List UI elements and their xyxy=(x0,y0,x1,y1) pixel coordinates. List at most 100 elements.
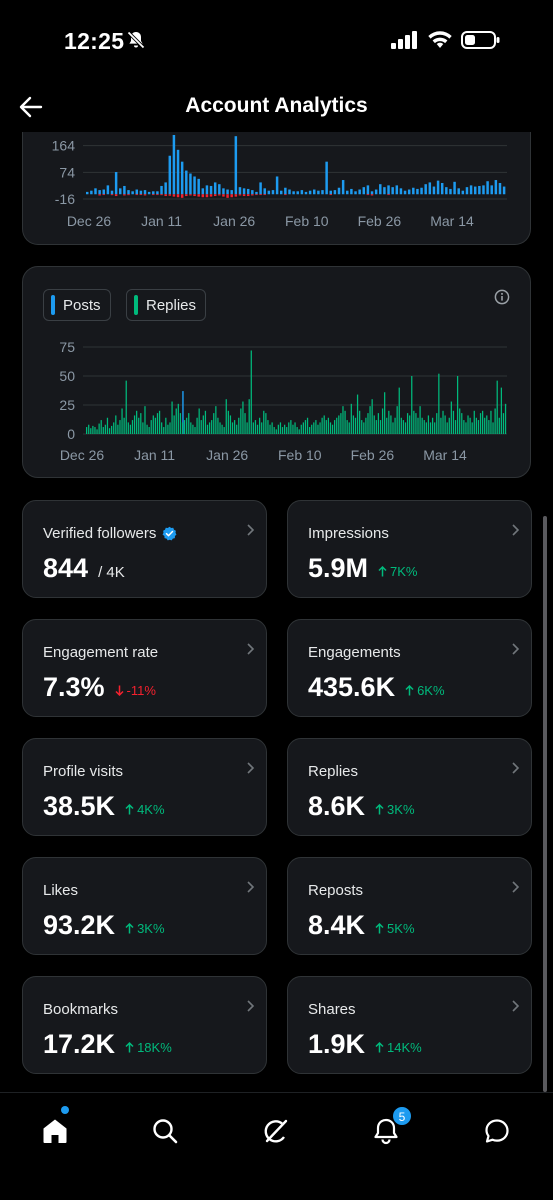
bar xyxy=(315,420,317,434)
bar xyxy=(456,376,459,434)
bar xyxy=(136,410,138,434)
bar xyxy=(215,406,217,434)
legend-posts[interactable]: Posts xyxy=(43,289,111,321)
bar xyxy=(169,422,171,434)
bar xyxy=(123,185,126,195)
tab-notifications[interactable] xyxy=(366,1111,406,1151)
bar xyxy=(238,417,240,434)
bar xyxy=(242,194,246,197)
bar xyxy=(292,424,294,434)
bar xyxy=(172,135,176,195)
bar xyxy=(258,417,261,434)
bar xyxy=(284,194,287,196)
stat-card-engagements[interactable]: Engagements 435.6K 6K% xyxy=(287,619,532,717)
bar xyxy=(213,194,217,197)
bar xyxy=(453,181,456,195)
status-time: 12:25 xyxy=(64,28,125,54)
stat-card-impressions[interactable]: Impressions 5.9M 7K% xyxy=(287,500,532,598)
bar xyxy=(102,194,105,196)
bar xyxy=(217,417,219,434)
info-icon[interactable] xyxy=(494,289,510,305)
chevron-right-icon xyxy=(247,1000,255,1012)
stat-label-text: Verified followers xyxy=(43,525,157,542)
bar xyxy=(254,420,257,434)
stat-change-value: -11% xyxy=(126,683,156,698)
stat-card-verified-followers[interactable]: Verified followers 844 / 4K xyxy=(22,500,267,598)
tab-search[interactable] xyxy=(145,1111,185,1151)
bar xyxy=(444,415,446,434)
bar xyxy=(246,422,248,434)
bar xyxy=(400,417,402,434)
bar xyxy=(213,413,215,434)
tab-home[interactable] xyxy=(35,1111,75,1151)
tab-grok[interactable] xyxy=(256,1111,296,1151)
replies-swatch xyxy=(134,295,138,315)
bar xyxy=(377,413,380,434)
bar xyxy=(279,190,283,195)
posts-replies-chart: 75 50 25 0 Dec 26 Jan 11 Jan 26 Feb 10 Feb 26 Mar… xyxy=(59,339,507,463)
bar xyxy=(341,180,345,195)
bar xyxy=(248,399,250,434)
bar xyxy=(413,410,415,434)
bar xyxy=(459,408,461,434)
arrow-up-icon xyxy=(378,566,387,577)
home-icon xyxy=(43,1119,67,1143)
legend-replies[interactable]: Replies xyxy=(126,289,207,321)
stat-label-text: Impressions xyxy=(308,525,389,542)
bar xyxy=(292,191,295,195)
bar xyxy=(236,424,238,434)
bar xyxy=(317,190,320,195)
bar xyxy=(96,429,98,434)
bar xyxy=(321,417,323,434)
impressions-chart: 164 74 -16 Dec 26 Jan 11 Jan 26 Feb 10 Feb 26 Ma… xyxy=(52,135,507,229)
stat-change-value: 3K% xyxy=(137,921,165,936)
stat-value: 844 xyxy=(43,553,89,583)
bar xyxy=(438,373,440,434)
bar xyxy=(309,427,311,434)
stat-card-shares[interactable]: Shares 1.9K 14K% xyxy=(287,976,532,1074)
bar xyxy=(490,410,492,434)
bar xyxy=(381,408,384,434)
stat-card-profile-visits[interactable]: Profile visits 38.5K 4K% xyxy=(22,738,267,836)
bar xyxy=(419,406,421,434)
bar xyxy=(325,161,328,195)
bar xyxy=(221,424,223,434)
stat-value: 8.6K xyxy=(308,791,366,821)
impressions-chart-card: 164 74 -16 Dec 26 Jan 11 Jan 26 Feb 10 Feb 26 Ma… xyxy=(22,110,531,245)
stat-card-likes[interactable]: Likes 93.2K 3K% xyxy=(22,857,267,955)
top-bar: Account Analytics xyxy=(0,80,553,132)
stat-card-bookmarks[interactable]: Bookmarks 17.2K 18K% xyxy=(22,976,267,1074)
bar xyxy=(94,427,96,434)
bar xyxy=(471,422,473,434)
bar xyxy=(90,190,93,195)
bar xyxy=(152,415,154,434)
bar xyxy=(394,417,396,434)
bar xyxy=(244,413,246,434)
stat-label: Shares xyxy=(308,1001,356,1018)
tab-messages[interactable] xyxy=(477,1111,517,1151)
scrollbar[interactable] xyxy=(543,516,547,1092)
x-tick-label: Feb 26 xyxy=(351,447,395,463)
bar xyxy=(404,422,407,434)
bar xyxy=(190,422,192,434)
bar xyxy=(119,420,121,434)
bar xyxy=(391,187,394,195)
bar xyxy=(255,194,258,196)
bar xyxy=(329,194,332,196)
bar xyxy=(211,420,213,434)
stat-card-replies[interactable]: Replies 8.6K 3K% xyxy=(287,738,532,836)
stat-card-reposts[interactable]: Reposts 8.4K 5K% xyxy=(287,857,532,955)
bar xyxy=(327,417,330,434)
stat-value-row: 7.3% -11% xyxy=(43,672,156,703)
bar xyxy=(173,415,175,434)
bar xyxy=(246,188,250,195)
back-button[interactable] xyxy=(14,90,48,124)
bar xyxy=(340,413,342,434)
bar xyxy=(201,188,205,195)
bar xyxy=(417,417,419,434)
x-tick-label: Jan 26 xyxy=(206,447,248,463)
bar xyxy=(135,189,139,195)
stat-card-engagement-rate[interactable]: Engagement rate 7.3% -11% xyxy=(22,619,267,717)
bar xyxy=(425,422,427,434)
stat-change: 5K% xyxy=(375,921,415,936)
